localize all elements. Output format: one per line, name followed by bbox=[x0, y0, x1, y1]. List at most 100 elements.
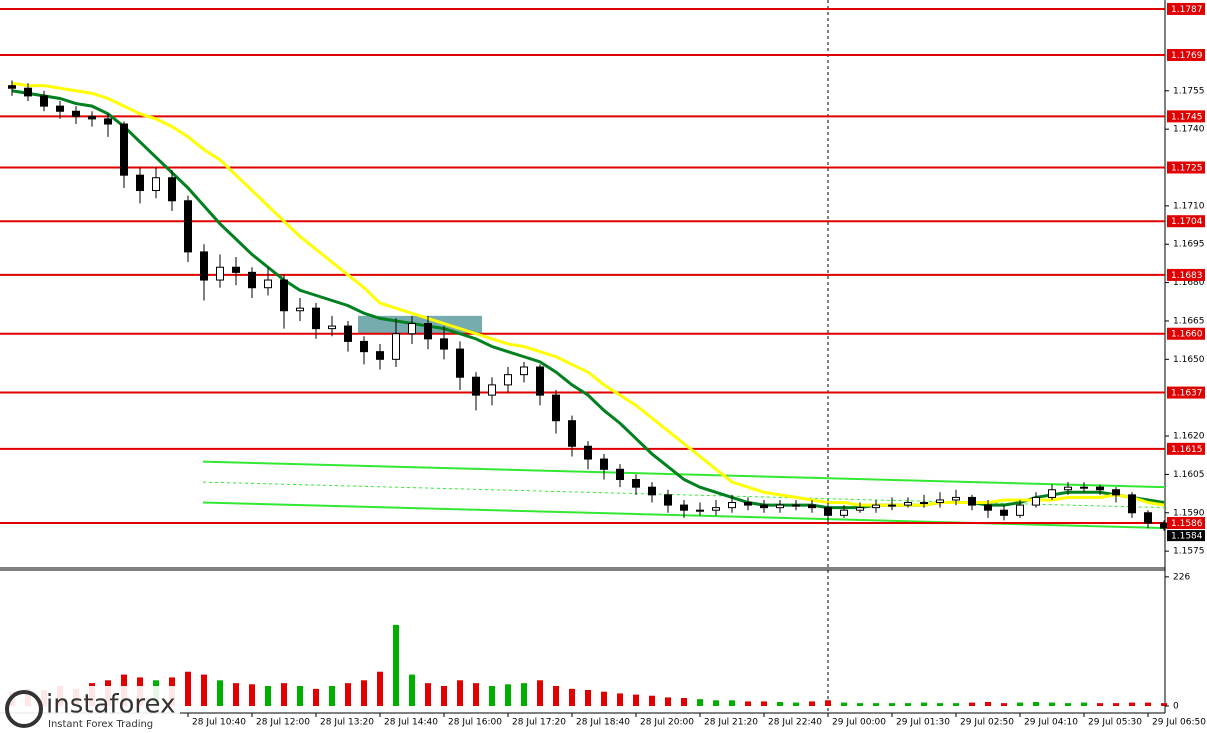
candle-body bbox=[616, 468, 624, 481]
volume-bar bbox=[905, 703, 911, 706]
candle-body bbox=[760, 504, 768, 509]
candle-body bbox=[568, 420, 576, 447]
last-price-bg bbox=[1167, 530, 1205, 542]
volume-bar bbox=[1017, 702, 1023, 706]
volume-bar bbox=[361, 680, 367, 706]
x-tick-label: 29 Jul 05:30 bbox=[1088, 718, 1142, 728]
x-tick-label: 29 Jul 04:10 bbox=[1024, 718, 1078, 728]
level-label-bg bbox=[1167, 48, 1205, 61]
volume-bar bbox=[761, 701, 767, 706]
logo: instaforex Instant Forex Trading bbox=[0, 686, 180, 733]
candle-body bbox=[40, 95, 48, 107]
volume-bar bbox=[265, 686, 271, 706]
candle-body bbox=[856, 507, 864, 511]
level-label: 1.1769 bbox=[1171, 51, 1203, 61]
candle-body bbox=[472, 376, 480, 396]
volume-bar bbox=[601, 691, 607, 706]
trendline bbox=[202, 481, 1166, 509]
candle-body bbox=[8, 85, 16, 89]
x-tick-label: 28 Jul 14:40 bbox=[384, 718, 438, 728]
candle-body bbox=[184, 200, 192, 253]
volume-bar bbox=[985, 702, 991, 706]
volume-bar bbox=[585, 690, 591, 706]
level-label-bg bbox=[1167, 268, 1205, 281]
volume-tick-label: 0 bbox=[1173, 702, 1179, 712]
candle-body bbox=[808, 504, 816, 509]
logo-brand: instaforex bbox=[46, 690, 175, 720]
volume-bar bbox=[1001, 703, 1007, 706]
volume-bar bbox=[217, 680, 223, 706]
candle-body bbox=[1144, 512, 1152, 524]
volume-bar bbox=[1113, 703, 1119, 706]
level-label: 1.1704 bbox=[1171, 217, 1203, 227]
volume-bar bbox=[1081, 702, 1087, 706]
x-tick-label: 28 Jul 20:00 bbox=[640, 718, 694, 728]
volume-bar bbox=[1033, 702, 1039, 706]
logo-icon bbox=[5, 690, 43, 728]
candle-body bbox=[216, 266, 224, 281]
candle-body bbox=[984, 504, 992, 511]
candle-body bbox=[792, 504, 800, 507]
candle-body bbox=[312, 307, 320, 330]
candle-body bbox=[1016, 504, 1024, 516]
volume-bar bbox=[825, 700, 831, 706]
level-label-bg bbox=[1167, 516, 1205, 529]
volume-bar bbox=[1145, 702, 1151, 706]
volume-bar bbox=[393, 624, 399, 706]
volume-bar bbox=[457, 680, 463, 706]
y-tick-label: 1.1620 bbox=[1173, 432, 1205, 442]
y-tick-label: 1.1590 bbox=[1173, 508, 1205, 518]
volume-bar bbox=[681, 698, 687, 706]
candle-body bbox=[920, 502, 928, 505]
candle-body bbox=[744, 502, 752, 506]
y-tick-label: 1.1650 bbox=[1173, 355, 1205, 365]
volume-bar bbox=[969, 702, 975, 706]
candle-body bbox=[648, 486, 656, 496]
candle-body bbox=[1032, 496, 1040, 506]
y-tick-label: 1.1665 bbox=[1173, 316, 1205, 326]
last-price-label: 1.1584 bbox=[1171, 532, 1203, 542]
candle-body bbox=[504, 374, 512, 386]
candle-body bbox=[24, 87, 32, 97]
volume-bar bbox=[633, 694, 639, 706]
candle-body bbox=[168, 177, 176, 202]
volume-bar bbox=[345, 683, 351, 706]
candle-body bbox=[872, 504, 880, 509]
x-tick-label: 28 Jul 10:40 bbox=[192, 718, 246, 728]
y-tick-label: 1.1575 bbox=[1173, 547, 1205, 557]
x-tick-label: 29 Jul 01:30 bbox=[896, 718, 950, 728]
x-tick-label: 28 Jul 22:40 bbox=[768, 718, 822, 728]
candle-body bbox=[72, 110, 80, 117]
volume-tick-label: 226 bbox=[1173, 572, 1190, 582]
level-label-bg bbox=[1167, 110, 1205, 123]
volume-bar bbox=[521, 683, 527, 706]
volume-bar bbox=[569, 688, 575, 706]
candle-body bbox=[408, 323, 416, 335]
volume-bar bbox=[201, 674, 207, 706]
candle-body bbox=[1112, 489, 1120, 496]
volume-bar bbox=[889, 703, 895, 706]
candle-body bbox=[728, 502, 736, 509]
volume-bar bbox=[921, 702, 927, 706]
volume-bar bbox=[953, 703, 959, 706]
level-label-bg bbox=[1167, 327, 1205, 340]
candle-body bbox=[232, 266, 240, 273]
candle-body bbox=[552, 394, 560, 422]
x-tick-label: 29 Jul 06:50 bbox=[1152, 718, 1206, 728]
level-label: 1.1660 bbox=[1171, 330, 1203, 340]
candle-body bbox=[1048, 489, 1056, 498]
candle-body bbox=[632, 479, 640, 488]
x-tick-label: 28 Jul 17:20 bbox=[512, 718, 566, 728]
candle-body bbox=[136, 174, 144, 192]
x-tick-label: 28 Jul 21:20 bbox=[704, 718, 758, 728]
volume-bar bbox=[249, 684, 255, 706]
x-tick-label: 29 Jul 02:50 bbox=[960, 718, 1014, 728]
candle-body bbox=[712, 507, 720, 511]
candle-body bbox=[1080, 486, 1088, 489]
volume-bar bbox=[425, 683, 431, 706]
volume-bar bbox=[857, 703, 863, 706]
candle-body bbox=[680, 504, 688, 511]
candle-body bbox=[968, 496, 976, 506]
candle-body bbox=[824, 507, 832, 516]
